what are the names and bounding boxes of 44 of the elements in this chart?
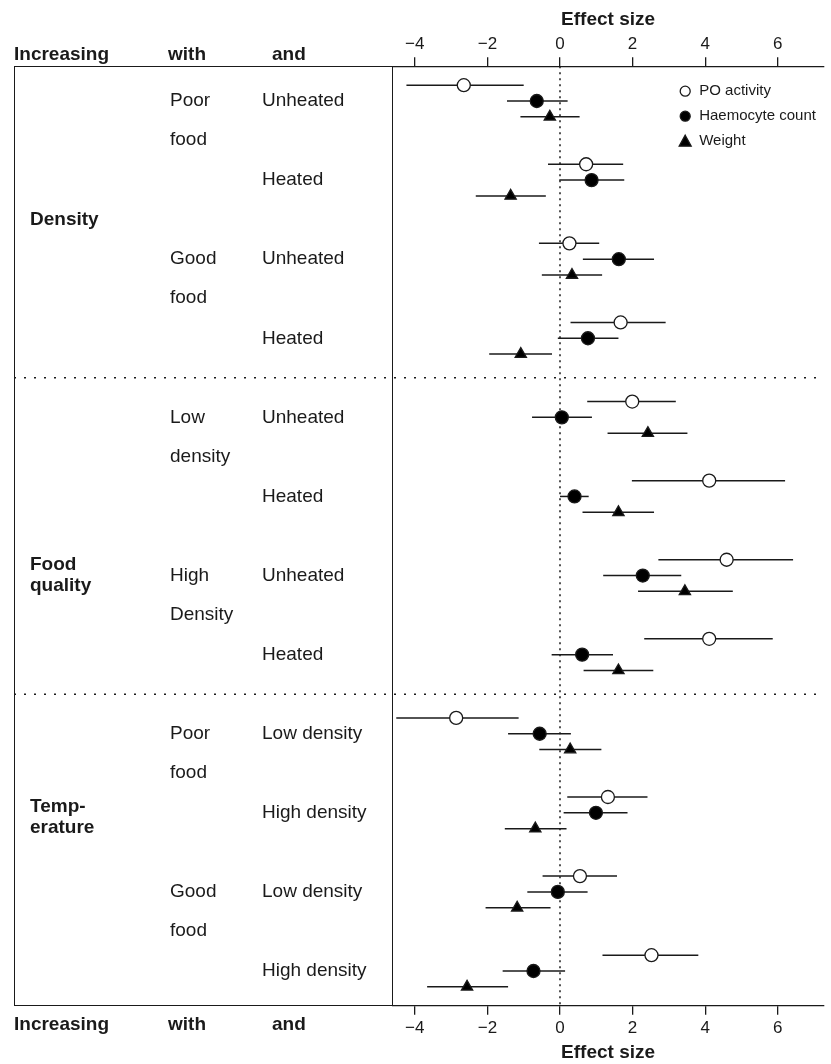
text: High Density	[170, 563, 234, 624]
y-tick-label: Unheated	[262, 89, 345, 111]
y-tick-label: Heated	[262, 326, 324, 348]
text: Low density	[170, 405, 231, 466]
y-tick-label: Low density	[262, 880, 363, 902]
x2-tick-label: 0	[555, 1017, 565, 1037]
y-tick-label: Heated	[262, 168, 324, 190]
x-axis-title: Effect size	[561, 1040, 656, 1062]
x2-tick-label: −4	[405, 1017, 425, 1037]
x-tick-label: 4	[700, 33, 710, 53]
x-tick-label: 0	[555, 33, 565, 53]
text: and	[272, 43, 306, 65]
text: with	[167, 43, 206, 65]
text: Good food	[170, 880, 217, 941]
x2-tick-label: 6	[773, 1017, 783, 1037]
x2-tick-label: 2	[627, 1017, 638, 1037]
y-tick-label: Unheated	[262, 405, 345, 427]
text: Density	[30, 207, 100, 229]
x-tick-label: −2	[477, 33, 498, 53]
legend-label: PO activity	[699, 81, 772, 99]
y-tick-label: Low density	[262, 721, 363, 743]
x2-tick-label: −2	[477, 1017, 498, 1037]
text: Increasing	[14, 43, 110, 65]
y-tick-label: High density	[262, 801, 368, 823]
text: and	[272, 1013, 306, 1035]
legend-label: Weight	[699, 131, 747, 149]
x-tick-label: −4	[405, 33, 425, 53]
y-tick-label: Heated	[262, 484, 324, 506]
x-tick-label: 2	[627, 33, 638, 53]
x2-axis-title: Effect size	[561, 7, 656, 29]
text: Temp- erature	[30, 794, 95, 837]
text: Poor food	[170, 721, 211, 782]
x2-tick-label: 4	[700, 1017, 710, 1037]
text: Good food	[170, 247, 217, 308]
legend-label: Haemocyte count	[699, 106, 817, 124]
text: Poor food	[170, 89, 211, 150]
y-tick-label: High density	[262, 959, 368, 981]
text: with	[167, 1013, 206, 1035]
y-tick-label: Unheated	[262, 563, 345, 585]
text: Increasing	[14, 1013, 110, 1035]
text: Food quality	[30, 553, 92, 596]
x-tick-label: 6	[773, 33, 783, 53]
y-tick-label: Unheated	[262, 247, 345, 269]
y-tick-label: Heated	[262, 642, 324, 664]
